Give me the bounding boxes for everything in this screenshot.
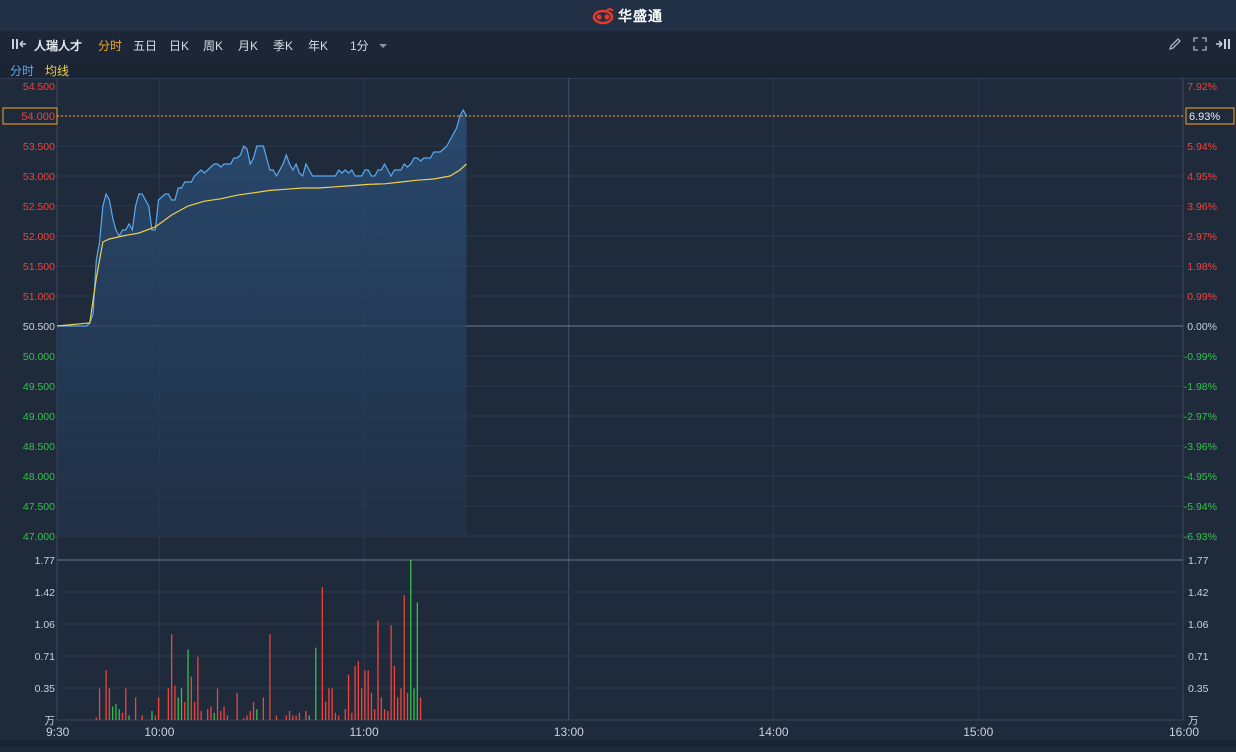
pct-tick-label: -2.97% [1184, 411, 1217, 423]
legend-avg-line: 均线 [45, 64, 70, 78]
tab-yearly-k[interactable]: 年K [308, 39, 329, 53]
interval-label: 1分 [350, 39, 369, 53]
price-tick-label: 53.000 [23, 171, 55, 183]
pct-tick-label: -4.95% [1184, 471, 1217, 483]
price-tick-label: 47.000 [23, 531, 55, 543]
pct-tick-label: 7.92% [1187, 81, 1217, 93]
price-area-fill [57, 110, 467, 536]
pct-tick-label: -5.94% [1184, 501, 1217, 513]
pct-tick-label: -6.93% [1184, 531, 1217, 543]
brand-name: 华盛通 [618, 8, 663, 24]
volume-tick-label-right: 0.35 [1188, 683, 1209, 695]
legend-price-line: 分时 [10, 64, 35, 78]
collapse-left-icon[interactable] [10, 36, 28, 57]
legend-bar: 分时 均线 [0, 59, 1236, 79]
stock-name[interactable]: 人瑞人才 [34, 39, 83, 53]
volume-tick-label: 0.71 [35, 651, 56, 663]
title-bar: 华盛通 [0, 0, 1236, 32]
price-tick-label: 52.000 [23, 231, 55, 243]
price-tick-label: 47.500 [23, 501, 55, 513]
chart-toolbar: 人瑞人才 分时 五日 日K 周K 月K 季K 年K 1分 [0, 31, 1236, 60]
price-line [57, 108, 467, 327]
price-tick-label: 50.500 [23, 321, 55, 333]
pct-tick-label: 5.94% [1187, 141, 1217, 153]
avg-price-line [56, 163, 467, 327]
price-tick-label: 54.500 [23, 81, 55, 93]
volume-tick-label: 万 [45, 715, 56, 727]
price-tick-label: 50.000 [23, 351, 55, 363]
current-pct-box [1185, 107, 1235, 125]
price-tick-label: 48.500 [23, 441, 55, 453]
expand-right-icon[interactable] [1214, 36, 1232, 57]
tab-daily-k[interactable]: 日K [169, 39, 190, 53]
pct-tick-label: 1.98% [1187, 261, 1217, 273]
pct-tick-label: -0.99% [1184, 351, 1217, 363]
price-tick-label: 51.000 [23, 291, 55, 303]
fullscreen-icon[interactable] [1192, 36, 1208, 57]
volume-tick-label: 1.06 [35, 619, 56, 631]
pencil-icon[interactable] [1167, 36, 1183, 57]
volume-tick-label-right: 1.06 [1188, 619, 1209, 631]
pct-tick-label: 0.00% [1187, 321, 1217, 333]
time-tick-label: 15:00 [963, 725, 993, 739]
price-tick-label: 49.500 [23, 381, 55, 393]
pct-tick-label: -1.98% [1184, 381, 1217, 393]
time-tick-label: 16:00 [1169, 725, 1199, 739]
pct-tick-label: 4.95% [1187, 171, 1217, 183]
volume-tick-label-right: 0.71 [1188, 651, 1209, 663]
brand-logo-icon [592, 8, 614, 25]
current-price-box [2, 107, 58, 125]
volume-tick-label: 1.77 [35, 555, 56, 567]
volume-tick-label: 0.35 [35, 683, 56, 695]
volume-tick-label-right: 1.77 [1188, 555, 1209, 567]
volume-tick-label-right: 1.42 [1188, 587, 1209, 599]
brand-logo: 华盛通 [592, 6, 663, 26]
current-price-label: 54.000 [21, 111, 55, 123]
tab-quarterly-k[interactable]: 季K [273, 39, 294, 53]
time-tick-label: 11:00 [350, 725, 379, 739]
time-tick-label: 10:00 [144, 725, 174, 739]
price-tick-label: 52.500 [23, 201, 55, 213]
pct-tick-label: 2.97% [1187, 231, 1217, 243]
pct-tick-label: 0.99% [1187, 291, 1217, 303]
price-tick-label: 51.500 [23, 261, 55, 273]
interval-select[interactable]: 1分 [350, 37, 388, 54]
intraday-chart[interactable]: 54.500 7.92% 54.000 6.93% 53.500 5.94% 53.000 4… [0, 78, 1236, 747]
tab-five-day[interactable]: 五日 [133, 39, 158, 53]
price-tick-label: 49.000 [23, 411, 55, 423]
pct-tick-label: -3.96% [1184, 441, 1217, 453]
chart-canvas[interactable]: 54.500 7.92% 54.000 6.93% 53.500 5.94% 53.000 4… [0, 78, 1236, 747]
time-tick-label: 14:00 [759, 725, 789, 739]
tab-weekly-k[interactable]: 周K [203, 39, 224, 53]
chevron-down-icon [379, 44, 388, 48]
volume-tick-label-right: 万 [1188, 715, 1199, 727]
time-tick-label: 9:30 [46, 725, 70, 739]
volume-tick-label: 1.42 [35, 587, 56, 599]
time-tick-label: 13:00 [554, 725, 584, 739]
bottom-tab-strip [0, 740, 1236, 747]
tab-intraday[interactable]: 分时 [98, 39, 123, 53]
pct-tick-label: 3.96% [1187, 201, 1217, 213]
current-pct-label: 6.93% [1189, 111, 1220, 123]
tab-monthly-k[interactable]: 月K [238, 39, 259, 53]
price-tick-label: 53.500 [23, 141, 55, 153]
price-tick-label: 48.000 [23, 471, 55, 483]
